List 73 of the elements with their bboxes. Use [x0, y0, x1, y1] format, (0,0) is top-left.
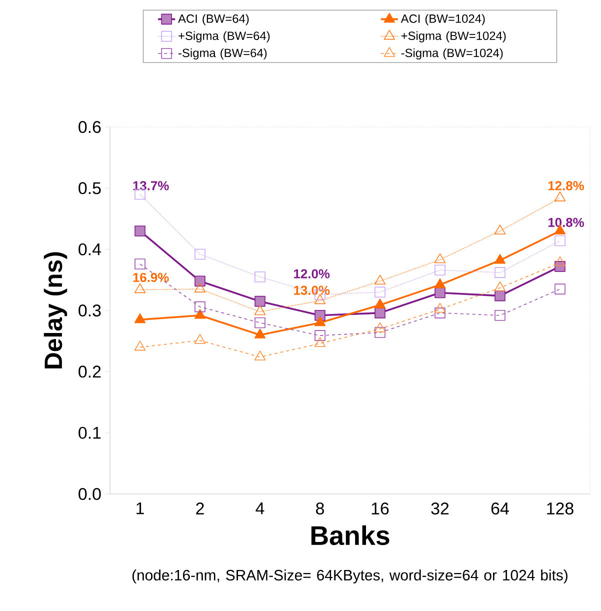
x-tick-label: 8: [316, 502, 324, 515]
x-axis-title: Banks: [311, 525, 390, 546]
point: [194, 282, 206, 292]
x-tick-label: 4: [256, 502, 264, 514]
point: [434, 253, 446, 264]
annotation: 10.8%: [548, 218, 584, 227]
x-tick-label: 32: [431, 502, 449, 515]
point: [134, 226, 146, 236]
point: [494, 290, 506, 302]
annotation: 12.8%: [548, 181, 584, 190]
point: [374, 327, 386, 338]
point: [314, 294, 326, 304]
x-tick-label: 2: [196, 502, 204, 514]
point: [494, 310, 506, 321]
point: [374, 274, 386, 285]
point: [374, 308, 386, 318]
y-tick-label: 0.1: [78, 426, 101, 439]
text: (node:16-nm, SRAM-Size= 64KBytes, word-size=64 or 1024 bits): [132, 570, 568, 584]
point: [314, 330, 326, 341]
point: [494, 224, 506, 234]
point: [314, 316, 326, 326]
legend-label: +Sigma (BW=64): [178, 31, 270, 42]
point: [134, 283, 146, 294]
point: [134, 258, 146, 270]
point: [554, 192, 566, 202]
point: [194, 334, 206, 344]
y-tick-label: 0.2: [78, 366, 101, 378]
point: [434, 287, 446, 298]
point: [494, 281, 506, 292]
point: [254, 328, 266, 338]
point: [134, 340, 146, 351]
y-tick-label: 0.4: [78, 243, 101, 256]
point: [494, 267, 506, 278]
y-axis-title: Delay (ns): [44, 252, 68, 368]
point: [554, 256, 566, 266]
annotation: 12.0%: [294, 269, 330, 278]
legend-label: +Sigma (BW=1024): [401, 31, 506, 42]
legend-label: -Sigma (BW=1024): [401, 48, 503, 60]
point: [494, 254, 506, 264]
legend-label: ACI (BW=64): [178, 14, 249, 26]
point: [374, 322, 386, 332]
point: [194, 276, 206, 287]
annotation: 13.0%: [294, 286, 330, 295]
point: [254, 350, 266, 360]
point: [554, 284, 566, 294]
y-tick-label: 0.6: [78, 121, 101, 133]
annotation: 13.7%: [133, 181, 169, 190]
y-tick-label: 0.3: [78, 304, 101, 316]
point: [254, 296, 266, 307]
x-tick-label: 64: [491, 502, 509, 515]
point: [554, 235, 566, 246]
x-tick-label: 1: [136, 502, 144, 514]
point: [254, 305, 266, 316]
point: [254, 271, 266, 282]
point: [254, 317, 266, 328]
annotation: 16.9%: [133, 272, 169, 282]
point: [194, 301, 206, 312]
point: [374, 298, 386, 308]
point: [434, 278, 446, 288]
legend-label: ACI (BW=1024): [400, 14, 485, 26]
y-tick-label: 0.5: [78, 182, 101, 194]
point: [434, 308, 446, 318]
y-tick-label: 0.0: [78, 488, 101, 500]
point: [194, 248, 206, 260]
point: [134, 313, 146, 324]
x-tick-label: 128: [547, 502, 574, 515]
point: [434, 264, 446, 276]
point: [374, 286, 386, 298]
point: [194, 308, 206, 319]
legend-label: -Sigma (BW=64): [178, 48, 267, 60]
x-tick-label: 16: [372, 502, 389, 515]
point: [434, 302, 446, 313]
point: [314, 337, 326, 347]
